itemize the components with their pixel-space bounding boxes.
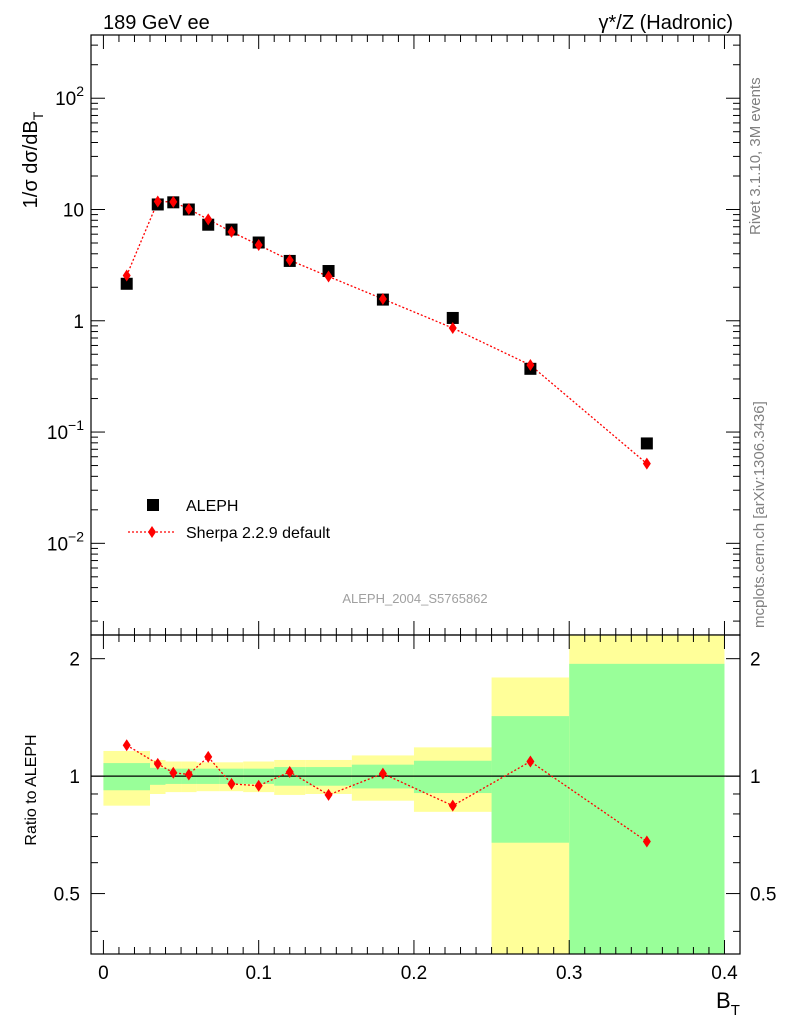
- sherpa-point: [227, 225, 236, 238]
- ratio-sherpa-point: [448, 799, 457, 812]
- main-y-tick-label: 10: [63, 200, 84, 221]
- ratio-sherpa-point: [204, 750, 213, 763]
- legend-aleph-label: ALEPH: [186, 498, 238, 515]
- main-marks: [120, 195, 653, 470]
- ratio-sherpa-point: [378, 767, 387, 780]
- legend: ALEPH Sherpa 2.2.9 default: [128, 498, 331, 542]
- aleph-data-point: [120, 277, 133, 290]
- main-y-tick-label: 10−2: [47, 528, 84, 555]
- sherpa-point: [169, 195, 178, 208]
- main-panel: 10−2 10−1 1 10 102 ALEPH_2004_S5765862 1/σ d…: [20, 34, 741, 636]
- ratio-inner-band: [413, 760, 492, 794]
- sherpa-point: [285, 254, 294, 267]
- ratio-y-axis-label: Ratio to ALEPH: [23, 734, 40, 845]
- ratio-panel: 0.5 0.5 1 1 2 2 0 0.1 0.2 0.3 0.4 Ratio to ALEPH B…: [23, 634, 776, 1019]
- ratio-axes: 0.5 0.5 1 1 2 2 0 0.1 0.2 0.3 0.4: [54, 635, 776, 984]
- main-y-tick-label: 10−1: [47, 417, 84, 444]
- sherpa-point: [254, 238, 263, 251]
- ratio-sherpa-point: [122, 739, 131, 752]
- sherpa-point: [378, 292, 387, 305]
- ratio-y-tick-label-left: 0.5: [54, 885, 80, 906]
- main-y-tick-label: 102: [55, 83, 84, 110]
- ratio-y-tick-label-left: 2: [69, 650, 80, 671]
- ratio-y-tick-label-right: 0.5: [750, 885, 776, 906]
- main-frame: [90, 34, 741, 636]
- main-y-axis-label: 1/σ dσ/dBT: [20, 111, 46, 208]
- aleph-data-point: [446, 311, 459, 324]
- sherpa-line: [126, 200, 648, 465]
- ratio-y-tick-label-right: 1: [750, 767, 761, 788]
- ratio-y-tick-label-left: 1: [69, 767, 80, 788]
- sherpa-point: [324, 270, 333, 283]
- mcplots-label: mcplots.cern.ch [arXiv:1306.3436]: [751, 401, 768, 628]
- x-axis-label: BT: [716, 988, 740, 1019]
- ratio-sherpa-point: [227, 777, 236, 790]
- header-left: 189 GeV ee: [103, 12, 210, 34]
- legend-sherpa-label: Sherpa 2.2.9 default: [186, 525, 331, 542]
- sherpa-point: [204, 213, 213, 226]
- sherpa-point: [448, 322, 457, 335]
- sherpa-point: [642, 457, 651, 470]
- x-tick-label: 0: [98, 963, 109, 984]
- ratio-inner-band: [491, 716, 570, 843]
- legend-aleph-marker: [147, 499, 159, 511]
- rivet-version-label: Rivet 3.1.10, 3M events: [747, 77, 764, 235]
- sherpa-point: [526, 359, 535, 372]
- ratio-sherpa-point: [285, 765, 294, 778]
- ratio-sherpa-point: [324, 788, 333, 801]
- aleph-data-point: [640, 437, 653, 450]
- ratio-y-tick-label-right: 2: [750, 650, 761, 671]
- sherpa-point: [184, 203, 193, 216]
- ratio-sherpa-point: [526, 755, 535, 768]
- sherpa-point: [122, 269, 131, 282]
- ratio-frame: [90, 634, 741, 955]
- ratio-inner-band: [569, 663, 725, 954]
- x-tick-label: 0.1: [245, 963, 271, 984]
- analysis-watermark: ALEPH_2004_S5765862: [342, 591, 487, 606]
- ratio-sherpa-point: [153, 757, 162, 770]
- header-right: γ*/Z (Hadronic): [599, 12, 733, 34]
- ratio-marks: [122, 739, 651, 848]
- ratio-sherpa-point: [642, 835, 651, 848]
- main-y-axis: 10−2 10−1 1 10 102: [47, 35, 740, 635]
- ratio-sherpa-point: [169, 766, 178, 779]
- ratio-sherpa-point: [184, 768, 193, 781]
- ratio-uncertainty-bands: [103, 635, 725, 954]
- main-y-tick-label: 1: [73, 312, 84, 333]
- x-tick-label: 0.3: [556, 963, 582, 984]
- legend-sherpa-marker: [148, 526, 156, 538]
- sherpa-point: [153, 195, 162, 208]
- x-tick-label: 0.4: [711, 963, 738, 984]
- x-tick-label: 0.2: [401, 963, 427, 984]
- ratio-sherpa-point: [254, 779, 263, 792]
